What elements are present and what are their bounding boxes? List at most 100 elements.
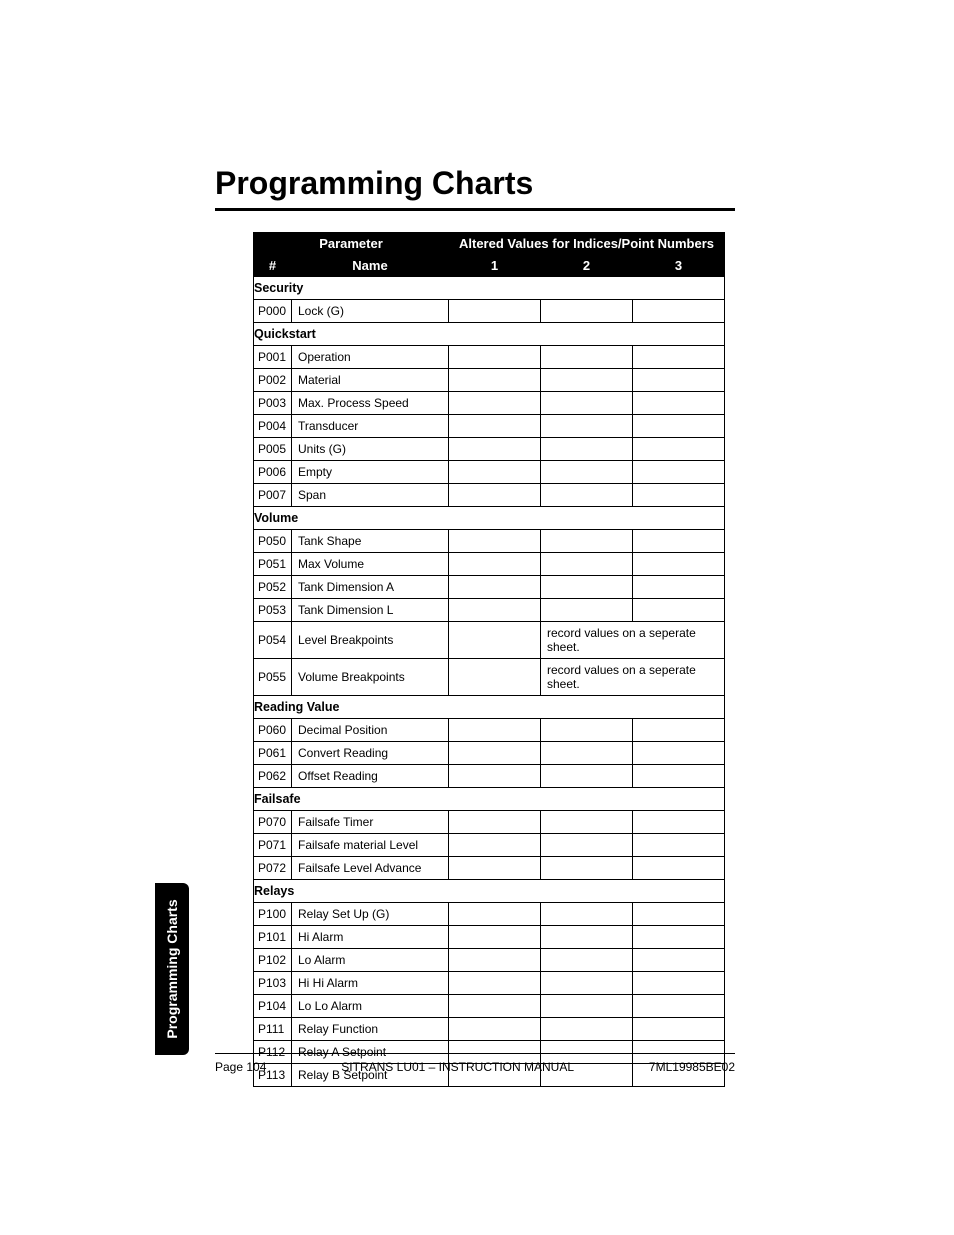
param-name: Level Breakpoints [292, 622, 449, 659]
section-row: Relays [254, 880, 725, 903]
param-name: Span [292, 484, 449, 507]
value-cell [633, 438, 725, 461]
value-cell [541, 926, 633, 949]
param-number: P054 [254, 622, 292, 659]
param-name: Decimal Position [292, 719, 449, 742]
table-row: P051Max Volume [254, 553, 725, 576]
table-row: P101Hi Alarm [254, 926, 725, 949]
value-cell [449, 438, 541, 461]
param-name: Max. Process Speed [292, 392, 449, 415]
value-cell [541, 949, 633, 972]
param-name: Lo Lo Alarm [292, 995, 449, 1018]
page-title: Programming Charts [215, 165, 533, 202]
side-tab: Programming Charts [155, 883, 189, 1055]
param-number: P111 [254, 1018, 292, 1041]
programming-table: Parameter Altered Values for Indices/Poi… [253, 232, 725, 1087]
value-cell [541, 484, 633, 507]
param-name: Max Volume [292, 553, 449, 576]
param-number: P100 [254, 903, 292, 926]
value-cell [633, 599, 725, 622]
value-cell [541, 369, 633, 392]
param-number: P006 [254, 461, 292, 484]
value-cell [541, 415, 633, 438]
header-col-1: 1 [449, 255, 541, 277]
table-row: P006Empty [254, 461, 725, 484]
table-row: P003Max. Process Speed [254, 392, 725, 415]
param-number: P001 [254, 346, 292, 369]
value-cell [449, 1018, 541, 1041]
value-cell [633, 346, 725, 369]
value-cell [633, 972, 725, 995]
table-row: P053Tank Dimension L [254, 599, 725, 622]
value-cell [449, 576, 541, 599]
value-cell [541, 903, 633, 926]
value-cell [633, 530, 725, 553]
table-row: P071Failsafe material Level [254, 834, 725, 857]
param-name: Convert Reading [292, 742, 449, 765]
value-cell [449, 949, 541, 972]
table-row: P000Lock (G) [254, 300, 725, 323]
table-row: P055Volume Breakpointsrecord values on a… [254, 659, 725, 696]
table-body: SecurityP000Lock (G)QuickstartP001Operat… [254, 277, 725, 1087]
value-cell [633, 369, 725, 392]
value-cell [633, 742, 725, 765]
table-row: P002Material [254, 369, 725, 392]
value-cell [449, 903, 541, 926]
value-cell [449, 300, 541, 323]
param-name: Lock (G) [292, 300, 449, 323]
param-name: Failsafe Timer [292, 811, 449, 834]
side-tab-label: Programming Charts [164, 899, 180, 1038]
table-row: P061Convert Reading [254, 742, 725, 765]
param-name: Transducer [292, 415, 449, 438]
value-cell [541, 742, 633, 765]
section-label: Security [254, 277, 725, 300]
value-cell [541, 530, 633, 553]
value-cell [633, 392, 725, 415]
value-cell [449, 811, 541, 834]
param-number: P102 [254, 949, 292, 972]
page: Programming Charts Parameter Altered Val… [0, 0, 954, 1235]
table-row: P111Relay Function [254, 1018, 725, 1041]
title-rule [215, 208, 735, 211]
section-label: Quickstart [254, 323, 725, 346]
param-number: P051 [254, 553, 292, 576]
param-number: P005 [254, 438, 292, 461]
table-header-row-2: # Name 1 2 3 [254, 255, 725, 277]
value-cell [449, 346, 541, 369]
table-row: P001Operation [254, 346, 725, 369]
value-cell [449, 369, 541, 392]
param-number: P104 [254, 995, 292, 1018]
param-name: Units (G) [292, 438, 449, 461]
value-cell [541, 1018, 633, 1041]
table-row: P050Tank Shape [254, 530, 725, 553]
value-cell [449, 530, 541, 553]
footer-doc-id: 7ML19985BE02 [649, 1060, 735, 1074]
table-row: P062Offset Reading [254, 765, 725, 788]
value-cell [541, 765, 633, 788]
value-cell [541, 392, 633, 415]
footer-title: SITRANS LU01 – INSTRUCTION MANUAL [341, 1060, 574, 1074]
value-cell [449, 553, 541, 576]
param-name: Failsafe Level Advance [292, 857, 449, 880]
param-name: Relay Set Up (G) [292, 903, 449, 926]
section-label: Reading Value [254, 696, 725, 719]
param-number: P055 [254, 659, 292, 696]
value-cell [633, 553, 725, 576]
table-row: P005Units (G) [254, 438, 725, 461]
value-cell [633, 926, 725, 949]
value-cell [633, 1018, 725, 1041]
param-number: P002 [254, 369, 292, 392]
param-name: Operation [292, 346, 449, 369]
header-col-3: 3 [633, 255, 725, 277]
footer-rule [215, 1053, 735, 1054]
param-number: P061 [254, 742, 292, 765]
param-number: P004 [254, 415, 292, 438]
value-cell [449, 461, 541, 484]
section-label: Volume [254, 507, 725, 530]
value-cell [541, 553, 633, 576]
value-cell [633, 415, 725, 438]
value-cell [449, 484, 541, 507]
note-cell: record values on a seperate sheet. [541, 622, 725, 659]
section-row: Reading Value [254, 696, 725, 719]
value-cell [449, 622, 541, 659]
